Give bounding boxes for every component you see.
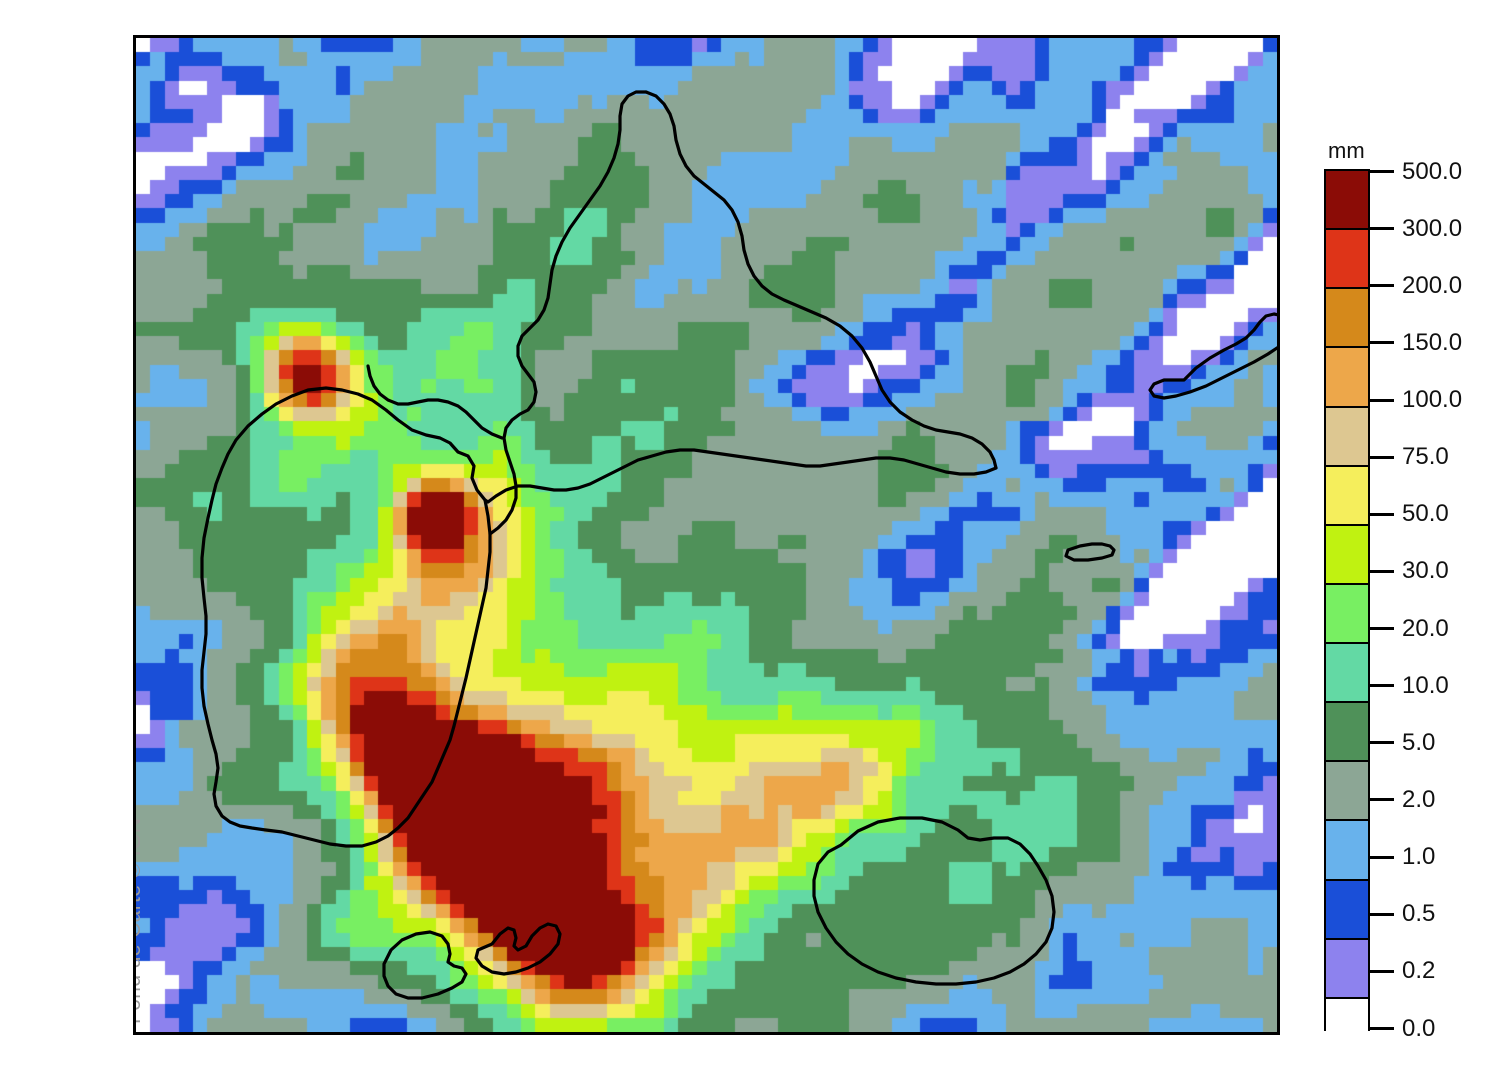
- coastline-riviere-salee: [488, 90, 648, 536]
- colorbar-tick: [1370, 912, 1394, 916]
- colorbar-tick: [1370, 798, 1394, 802]
- coastline-basse-terre: [200, 386, 492, 848]
- colorbar-tick: [1370, 455, 1394, 459]
- colorbar-band: [1326, 644, 1368, 704]
- coastline-petite-terre: [1064, 542, 1116, 562]
- colorbar-tick: [1370, 1027, 1394, 1030]
- coastline-terre-de-haut: [382, 930, 468, 1000]
- colorbar-band: [1326, 289, 1368, 349]
- colorbar-tick-label: 50.0: [1402, 500, 1449, 528]
- colorbar-tick-label: 10.0: [1402, 671, 1449, 699]
- colorbar-axis: 500.0 300.0 200.0 150.0 100.0 75.0 50.0 30.0 20.…: [1370, 158, 1498, 1042]
- colorbar-tick: [1370, 398, 1394, 402]
- colorbar-band: [1326, 584, 1368, 644]
- colorbar-band: [1326, 525, 1368, 585]
- colorbar-band: [1326, 348, 1368, 408]
- colorbar-tick: [1370, 341, 1394, 345]
- colorbar-band: [1326, 998, 1368, 1056]
- colorbar-band: [1326, 171, 1368, 231]
- coastline-la-desirade: [1148, 312, 1277, 400]
- colorbar-tick-label: 0.5: [1402, 900, 1436, 928]
- colorbar: mm 500.0 300.0 200.0 150.0 100.0 75.0 50.0 30.0…: [1324, 138, 1499, 1056]
- map-plot-area: Fond de Carte © IGN: [136, 38, 1277, 1032]
- colorbar-tick-label: 5.0: [1402, 728, 1436, 756]
- colorbar-gradient-bar: [1324, 169, 1370, 1056]
- colorbar-tick-label: 0.0: [1402, 1014, 1436, 1042]
- colorbar-tick: [1370, 627, 1394, 631]
- precipitation-map-panel: Fond de Carte © IGN: [133, 35, 1280, 1035]
- colorbar-tick-label: 200.0: [1402, 271, 1463, 299]
- colorbar-tick: [1370, 684, 1394, 688]
- colorbar-tick-label: 100.0: [1402, 386, 1463, 414]
- precipitation-raster: [136, 38, 1277, 1032]
- colorbar-band: [1326, 703, 1368, 763]
- colorbar-tick-label: 20.0: [1402, 614, 1449, 642]
- colorbar-tick: [1370, 227, 1394, 231]
- colorbar-tick-label: 0.2: [1402, 957, 1436, 985]
- colorbar-band: [1326, 466, 1368, 526]
- colorbar-tick-label: 150.0: [1402, 328, 1463, 356]
- coastline-grande-terre: [644, 90, 998, 470]
- colorbar-tick-label: 1.0: [1402, 843, 1436, 871]
- colorbar-tick-label: 30.0: [1402, 557, 1449, 585]
- colorbar-tick: [1370, 741, 1394, 745]
- coastline-terre-de-bas: [474, 922, 562, 976]
- colorbar-tick: [1370, 284, 1394, 288]
- colorbar-unit-label: mm: [1328, 138, 1365, 163]
- coastline-marie-galante: [812, 816, 1056, 986]
- colorbar-tick-label: 500.0: [1402, 157, 1463, 185]
- colorbar-band: [1326, 762, 1368, 822]
- colorbar-tick: [1370, 855, 1394, 859]
- colorbar-band: [1326, 407, 1368, 467]
- colorbar-band: [1326, 939, 1368, 999]
- coastline-salee-channel: [366, 364, 504, 440]
- colorbar-band: [1326, 821, 1368, 881]
- colorbar-tick: [1370, 969, 1394, 973]
- colorbar-tick-label: 300.0: [1402, 214, 1463, 242]
- colorbar-tick: [1370, 512, 1394, 516]
- colorbar-band: [1326, 880, 1368, 940]
- colorbar-tick: [1370, 569, 1394, 573]
- coastline-grande-terre-south: [483, 448, 998, 504]
- coastline-overlay: [200, 90, 1277, 1000]
- colorbar-band: [1326, 230, 1368, 290]
- colorbar-tick-label: 2.0: [1402, 785, 1436, 813]
- colorbar-tick: [1370, 170, 1394, 173]
- colorbar-tick-label: 75.0: [1402, 443, 1449, 471]
